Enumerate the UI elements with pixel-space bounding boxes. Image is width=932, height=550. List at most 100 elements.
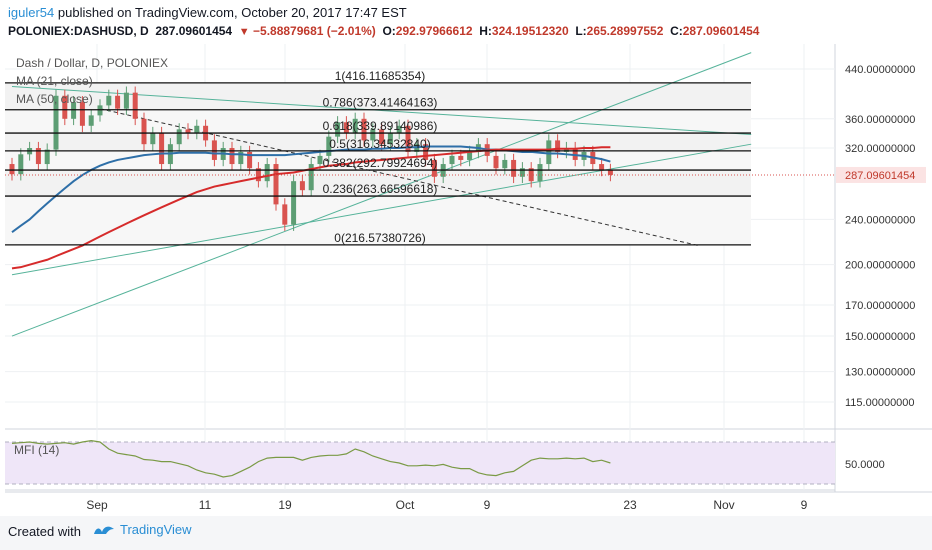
fib-level-label: 0.5(316.34532840) (329, 137, 430, 151)
fib-level-label: 0.236(263.66596618) (323, 182, 438, 196)
candle-body (607, 169, 613, 175)
candle-body (88, 115, 94, 126)
candle-body (555, 140, 561, 152)
time-tick-label: Nov (713, 498, 734, 512)
candle-body (458, 155, 464, 160)
candle-body (379, 129, 385, 145)
price-chart[interactable]: 1(416.11685354) 0.786(373.41464163) 0.618(… (0, 44, 932, 516)
candle-body (511, 159, 517, 177)
candle-body (123, 92, 129, 109)
fib-level-label: 0(216.57380726) (334, 231, 425, 245)
candle-body (546, 140, 552, 165)
price-change: −5.88879681 (−2.01%) (253, 24, 376, 38)
candle-body (599, 164, 605, 170)
candle-body (71, 102, 77, 119)
candle-body (35, 148, 41, 165)
price-tick-label: 130.00000000 (845, 367, 915, 379)
footer: Created with TradingView (0, 516, 932, 550)
open-label: O: (382, 24, 396, 38)
candle-body (229, 148, 235, 165)
open-value: 292.97966612 (395, 24, 473, 38)
time-tick-label: 9 (801, 498, 808, 512)
publish-line: iguler54 published on TradingView.com, O… (8, 5, 407, 20)
price-axis[interactable]: 440.00000000 360.00000000 320.00000000 240.… (845, 64, 915, 409)
mfi-band (5, 442, 835, 484)
candle-body (273, 164, 279, 205)
fib-level-label: 1(416.11685354) (335, 69, 426, 83)
price-tick-label: 240.00000000 (845, 214, 915, 226)
mfi-label: MFI (14) (14, 443, 59, 457)
candle-body (238, 151, 244, 165)
candle-body (299, 181, 305, 191)
legend-ma21: MA (21, close) (16, 74, 93, 88)
down-triangle-icon: ▼ (238, 26, 250, 38)
high-label: H: (479, 24, 492, 38)
candle-body (449, 155, 455, 165)
candle-body (150, 132, 156, 145)
candle-body (255, 168, 261, 182)
price-tick-label: 115.00000000 (845, 397, 915, 409)
publisher-link[interactable]: iguler54 (8, 5, 55, 20)
candle-body (343, 122, 349, 133)
candle-body (387, 132, 393, 145)
last-price-line: 287.09601454 (5, 166, 926, 183)
candle-body (141, 118, 147, 145)
candle-body (361, 118, 367, 141)
tradingview-link[interactable]: TradingView (92, 522, 192, 537)
candle-body (159, 132, 165, 165)
candle-body (370, 129, 376, 141)
candle-body (352, 118, 358, 133)
candle-body (79, 102, 85, 126)
high-value: 324.19512320 (491, 24, 569, 38)
mfi-tick: 50.0000 (845, 459, 885, 471)
trend-line[interactable] (99, 108, 699, 247)
candle-body (18, 154, 24, 175)
created-with-label: Created with (8, 524, 81, 539)
candle-body (97, 105, 103, 116)
mfi-line (11, 439, 611, 478)
mfi-pane: MFI (14) 50.0000 (5, 439, 885, 485)
time-tick-label: Oct (396, 498, 415, 512)
candle-body (53, 95, 59, 150)
time-tick-label: 19 (278, 498, 292, 512)
candle-body (106, 95, 112, 106)
price-tick-label: 170.00000000 (845, 300, 915, 312)
low-value: 265.28997552 (586, 24, 664, 38)
trend-line[interactable] (11, 143, 752, 276)
legend-ma50: MA (50, close) (16, 92, 93, 106)
candle-body (431, 159, 437, 177)
fib-level-label: 0.618(339.89140986) (323, 119, 438, 133)
tradingview-logo-icon (94, 526, 114, 534)
time-axis[interactable]: Sep 11 19 Oct 9 23 Nov 9 (86, 498, 807, 512)
price-tick-label: 320.00000000 (845, 143, 915, 155)
candle-body (194, 125, 200, 133)
close-value: 287.09601454 (682, 24, 760, 38)
legend-title: Dash / Dollar, D, POLONIEX (16, 56, 168, 70)
candle-body (563, 148, 569, 152)
candle-body (405, 125, 411, 152)
candle-body (176, 129, 182, 145)
fib-level-label: 0.382(292.79924694) (323, 156, 438, 170)
price-tick-label: 150.00000000 (845, 331, 915, 343)
symbol-label: POLONIEX:DASHUSD, D (8, 24, 149, 38)
candle-body (308, 164, 314, 191)
candle-body (185, 129, 191, 133)
candle-body (467, 151, 473, 160)
time-tick-label: 11 (199, 498, 212, 512)
candle-body (62, 95, 68, 119)
time-tick-label: 9 (484, 498, 491, 512)
candle-body (519, 168, 525, 177)
last-price-label: 287.09601454 (845, 170, 915, 182)
trend-line[interactable] (11, 52, 752, 337)
time-tick-label: Sep (86, 498, 108, 512)
candle-body (537, 164, 543, 182)
chart-legend: Dash / Dollar, D, POLONIEX MA (21, close… (16, 56, 168, 106)
fib-level-label: 0.786(373.41464163) (323, 96, 438, 110)
candle-body (264, 164, 270, 182)
candle-body (132, 92, 138, 119)
candle-body (528, 168, 534, 182)
published-info: published on TradingView.com, October 20… (57, 5, 407, 20)
candle-body (493, 155, 499, 169)
candle-body (326, 136, 332, 156)
symbol-quote-line: POLONIEX:DASHUSD, D 287.09601454 ▼ −5.88… (8, 24, 759, 38)
